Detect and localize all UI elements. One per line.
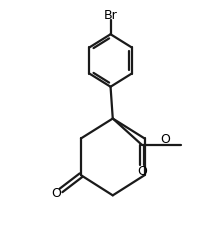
Text: O: O [160, 133, 170, 146]
Text: O: O [51, 186, 61, 199]
Text: Br: Br [104, 9, 117, 22]
Text: O: O [137, 165, 147, 178]
